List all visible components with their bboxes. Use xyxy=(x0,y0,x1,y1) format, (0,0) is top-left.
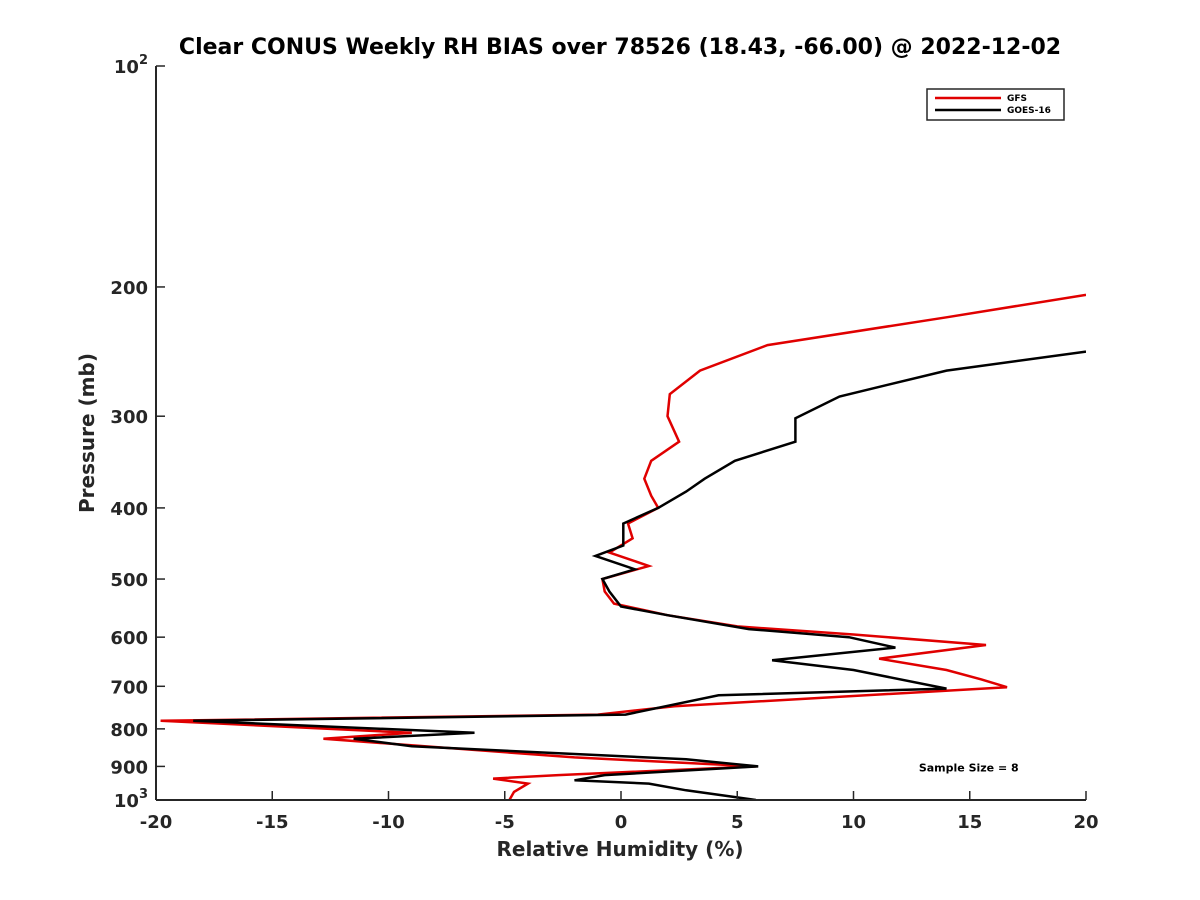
y-axis-label: Pressure (mb) xyxy=(75,353,99,513)
y-tick-label: 600 xyxy=(110,628,148,649)
chart-title: Clear CONUS Weekly RH BIAS over 78526 (1… xyxy=(179,35,1061,60)
plot-area xyxy=(160,293,1086,800)
x-tick-label: 20 xyxy=(1073,812,1098,833)
y-tick-label: 500 xyxy=(110,570,148,591)
legend: GFS GOES-16 xyxy=(926,88,1065,121)
x-tick-label: 0 xyxy=(615,812,628,833)
x-tick-label: -15 xyxy=(256,812,289,833)
legend-box xyxy=(926,88,1065,121)
y-tick-label: 102 xyxy=(114,53,148,78)
y-tick-label: 300 xyxy=(110,407,148,428)
x-tick-label: -5 xyxy=(495,812,515,833)
legend-label: GOES-16 xyxy=(1007,106,1051,116)
x-tick-label: 5 xyxy=(731,812,744,833)
axes: -20 -15 -10 -5 0 5 10 15 20 102 200 300 400 500 600 700… xyxy=(110,53,1098,833)
sample-size-annotation: Sample Size = 8 xyxy=(919,761,1019,774)
x-tick-label: 10 xyxy=(841,812,866,833)
legend-label: GFS xyxy=(1007,94,1027,104)
series-line-goes-16 xyxy=(193,350,1086,800)
y-tick-label: 900 xyxy=(110,757,148,778)
x-tick-label: -20 xyxy=(140,812,173,833)
y-tick-label: 103 xyxy=(114,787,148,812)
x-tick-label: -10 xyxy=(372,812,405,833)
annotations: Sample Size = 8 xyxy=(919,761,1019,774)
y-tick-label: 800 xyxy=(110,720,148,741)
y-tick-label: 700 xyxy=(110,677,148,698)
y-tick-label: 200 xyxy=(110,278,148,299)
y-tick-label: 400 xyxy=(110,499,148,520)
x-tick-label: 15 xyxy=(957,812,982,833)
x-axis-label: Relative Humidity (%) xyxy=(496,837,743,861)
